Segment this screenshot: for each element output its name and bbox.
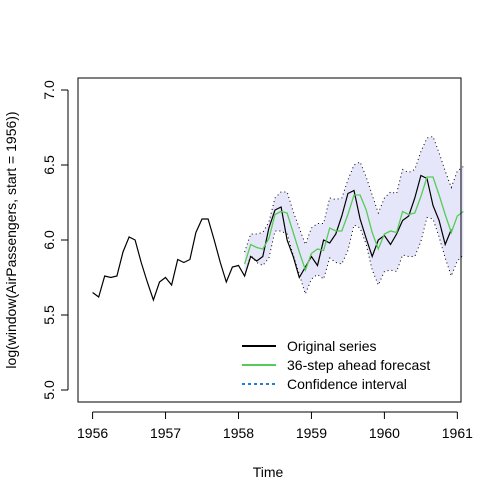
y-axis-label: log(window(AirPassengers, start = 1956)) — [3, 111, 19, 368]
x-tick-label: 1959 — [296, 425, 327, 441]
interval-upper-line — [244, 135, 464, 253]
y-tick-label: 6.5 — [41, 155, 57, 175]
x-axis-label: Time — [253, 464, 284, 480]
x-tick-label: 1960 — [369, 425, 400, 441]
y-axis: 5.0 5.5 6.0 6.5 7.0 — [41, 80, 69, 400]
confidence-interval-layer — [244, 135, 464, 296]
legend-original-label: Original series — [287, 338, 376, 354]
legend: Original series 36-step ahead forecast C… — [242, 338, 430, 392]
y-tick-label: 5.5 — [41, 305, 57, 325]
y-tick-label: 7.0 — [41, 80, 57, 100]
forecast-line — [243, 176, 464, 272]
x-axis: 1956 1957 1958 1959 1960 1961 — [77, 411, 473, 441]
original-series-line — [92, 174, 452, 302]
series-layer — [92, 174, 464, 302]
plot-frame — [77, 77, 462, 403]
confidence-band — [244, 136, 464, 294]
x-tick-label: 1956 — [77, 425, 108, 441]
interval-lower-line — [244, 216, 464, 296]
x-tick-label: 1957 — [150, 425, 181, 441]
legend-interval-label: Confidence interval — [287, 376, 407, 392]
x-tick-label: 1961 — [442, 425, 473, 441]
y-tick-label: 6.0 — [41, 230, 57, 250]
y-tick-label: 5.0 — [41, 380, 57, 400]
legend-forecast-label: 36-step ahead forecast — [287, 357, 430, 373]
x-tick-label: 1958 — [223, 425, 254, 441]
